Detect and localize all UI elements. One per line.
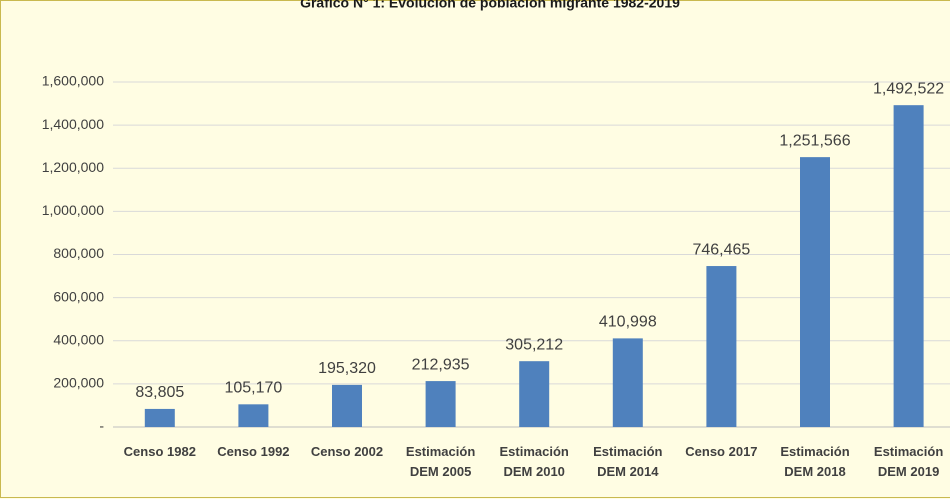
x-tick-label: Censo 2002 <box>311 444 383 459</box>
value-label: 212,935 <box>412 356 470 373</box>
x-tick-label: Estimación DEM 2005 <box>406 444 475 479</box>
bar <box>425 381 456 427</box>
bar <box>519 361 550 427</box>
y-tick-label: - <box>99 418 104 434</box>
value-label: 1,251,566 <box>779 132 850 149</box>
x-tick-label: Censo 1992 <box>217 444 289 459</box>
bar <box>238 404 269 427</box>
y-tick-label: 800,000 <box>53 245 104 261</box>
value-label: 195,320 <box>318 360 376 377</box>
x-tick-label: Estimación DEM 2018 <box>780 444 849 479</box>
bar <box>144 408 175 427</box>
y-tick-label: 1,000,000 <box>42 202 104 218</box>
bar <box>893 105 924 428</box>
value-label: 105,170 <box>224 380 282 397</box>
value-label: 1,492,522 <box>873 80 944 97</box>
y-tick-label: 600,000 <box>53 288 104 304</box>
x-tick-label: Estimación DEM 2010 <box>500 444 569 479</box>
chart-title: Gráfico N° 1: Evolución de población mig… <box>300 0 680 11</box>
bar <box>332 384 362 427</box>
x-tick-label: Censo 1982 <box>124 444 196 459</box>
bar <box>800 157 830 427</box>
bar <box>612 338 643 427</box>
x-tick-label: Estimación DEM 2014 <box>593 444 662 479</box>
y-tick-label: 400,000 <box>53 331 104 347</box>
value-label: 305,212 <box>505 336 563 353</box>
x-tick-label: Estimación DEM 2019 <box>874 444 943 479</box>
value-label: 83,805 <box>135 384 184 401</box>
value-label: 410,998 <box>599 314 657 331</box>
y-tick-label: 1,400,000 <box>42 116 104 132</box>
y-tick-label: 200,000 <box>53 375 104 391</box>
x-tick-label: Censo 2017 <box>685 444 757 459</box>
bar <box>706 266 737 427</box>
y-tick-label: 1,200,000 <box>42 159 104 175</box>
y-tick-label: 1,600,000 <box>42 73 104 89</box>
value-label: 746,465 <box>692 241 750 258</box>
